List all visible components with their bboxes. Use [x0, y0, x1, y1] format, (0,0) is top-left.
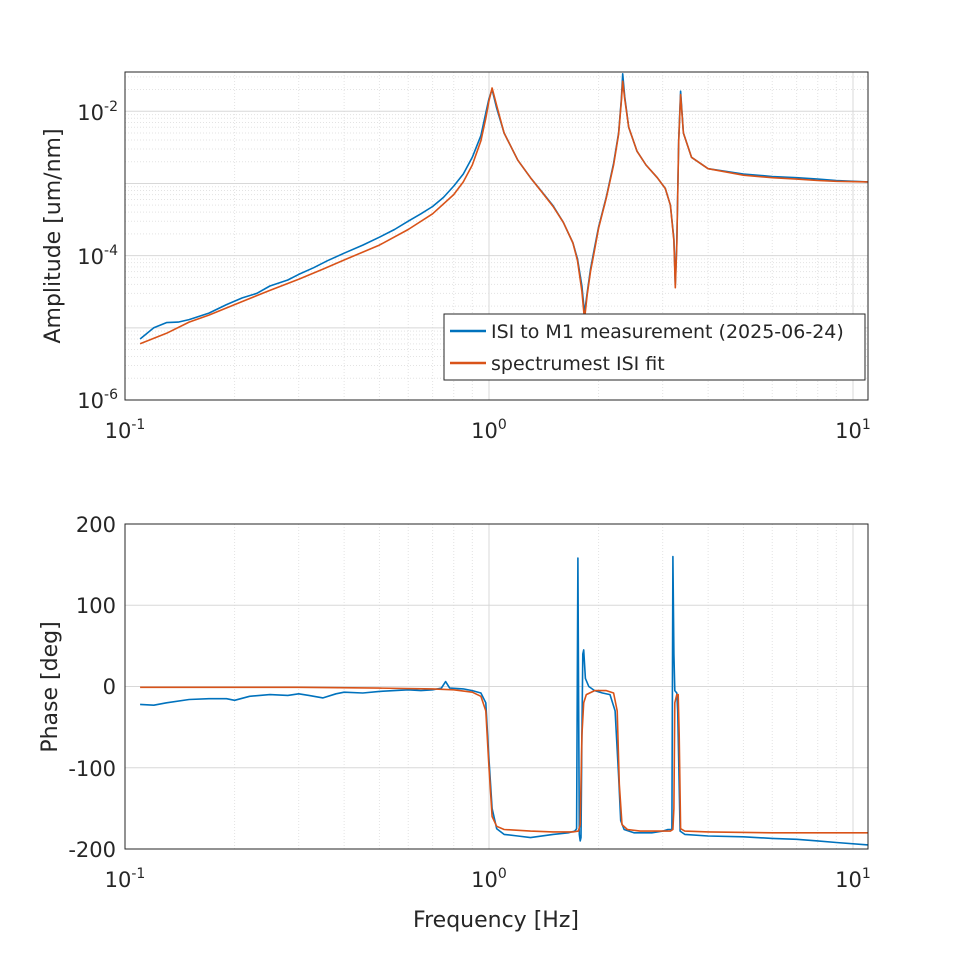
- phase-y-axis-label: Phase [deg]: [38, 621, 63, 752]
- amplitude-x-ticks: 10-1 100 101: [105, 417, 871, 443]
- amp-ytick-1e-2: 10-2: [77, 99, 118, 125]
- amp-xtick-10: 101: [835, 417, 871, 443]
- amp-xtick-0.1: 10-1: [105, 417, 146, 443]
- amplitude-plot: 10-6 10-4 10-2 10-1 100 101 Amplitude [u…: [41, 71, 871, 443]
- phase-y-ticks: -200 -100 0 100 200: [68, 513, 116, 862]
- ph-ytick-200: 200: [76, 513, 116, 537]
- ph-xtick-1: 100: [471, 866, 507, 892]
- ph-ytick-100: 100: [76, 594, 116, 618]
- ph-fit-line: [140, 686, 869, 834]
- phase-axes-box: [124, 523, 869, 850]
- phase-series: [140, 555, 869, 846]
- legend: ISI to M1 measurement (2025-06-24) spect…: [443, 313, 866, 381]
- ph-xtick-0.1: 10-1: [105, 866, 146, 892]
- amp-ytick-1e-6: 10-6: [77, 387, 118, 413]
- ph-ytick-m100: -100: [68, 757, 116, 781]
- legend-label-measurement: ISI to M1 measurement (2025-06-24): [491, 321, 844, 343]
- phase-x-ticks: 10-1 100 101: [105, 866, 871, 892]
- amplitude-y-axis-label: Amplitude [um/nm]: [41, 128, 66, 343]
- amp-xtick-1: 100: [471, 417, 507, 443]
- legend-box: [443, 313, 866, 381]
- ph-xtick-10: 101: [835, 866, 871, 892]
- legend-label-fit: spectrumest ISI fit: [491, 353, 665, 375]
- phase-plot: -200 -100 0 100 200 10-1 100 101 Phase […: [38, 513, 871, 933]
- amp-ytick-1e-4: 10-4: [77, 243, 118, 269]
- frequency-x-axis-label: Frequency [Hz]: [413, 908, 579, 933]
- ph-ytick-0: 0: [103, 675, 116, 699]
- amplitude-y-ticks: 10-6 10-4 10-2: [77, 99, 118, 413]
- amplitude-axes-box: [124, 71, 869, 401]
- ph-ytick-m200: -200: [68, 838, 116, 862]
- amplitude-grid: [124, 72, 868, 401]
